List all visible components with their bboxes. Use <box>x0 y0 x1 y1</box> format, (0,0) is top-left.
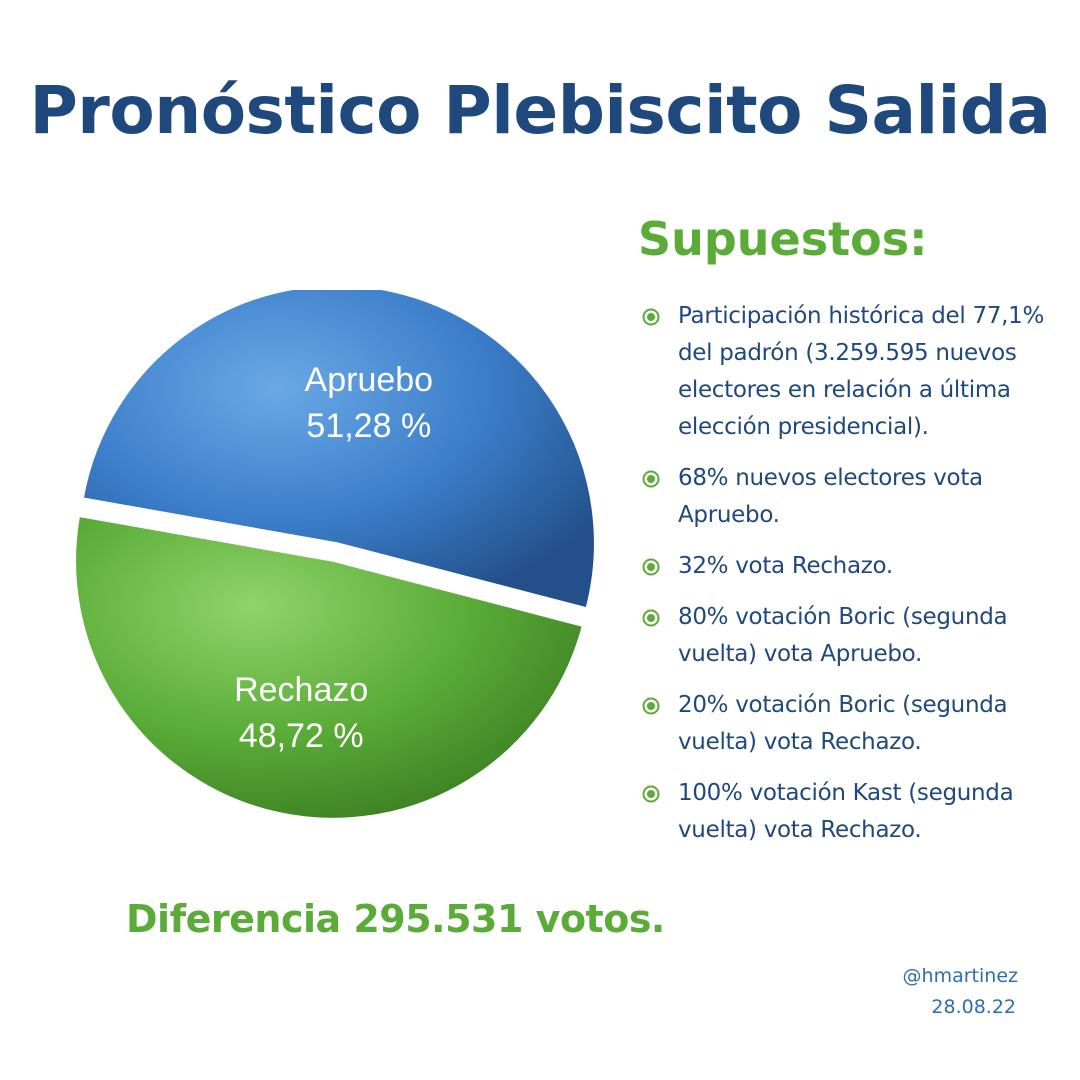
assumption-text: 80% votación Boric (segunda vuelta) vota… <box>678 604 1008 667</box>
slice-value-label: 51,28 % <box>306 407 431 445</box>
pie-slice-apruebo <box>81 290 596 610</box>
assumption-item: 100% votación Kast (segunda vuelta) vota… <box>640 775 1060 849</box>
bullet-icon <box>642 470 660 488</box>
page-title: Pronóstico Plebiscito Salida <box>29 72 1051 149</box>
assumption-text: 68% nuevos electores vota Apruebo. <box>678 465 983 528</box>
assumption-text: 20% votación Boric (segunda vuelta) vota… <box>678 692 1008 755</box>
pie-chart: Apruebo 51,28 % Rechazo 48,72 % <box>74 290 596 820</box>
assumption-item: 80% votación Boric (segunda vuelta) vota… <box>640 599 1060 673</box>
bullet-icon <box>642 558 660 576</box>
slice-value-label: 48,72 % <box>239 717 364 755</box>
bullet-icon <box>642 785 660 803</box>
assumptions-heading: Supuestos: <box>638 212 928 266</box>
slice-name-label: Rechazo <box>234 671 368 709</box>
bullet-icon <box>642 609 660 627</box>
assumption-text: Participación histórica del 77,1% del pa… <box>678 303 1045 440</box>
difference-text: Diferencia 295.531 votos. <box>126 897 665 941</box>
bullet-icon <box>642 697 660 715</box>
date-text: 28.08.22 <box>931 996 1016 1018</box>
assumptions-list: Participación histórica del 77,1% del pa… <box>640 298 1060 863</box>
bullet-icon <box>642 308 660 326</box>
assumption-item: 20% votación Boric (segunda vuelta) vota… <box>640 687 1060 761</box>
assumption-text: 100% votación Kast (segunda vuelta) vota… <box>678 780 1014 843</box>
assumption-text: 32% vota Rechazo. <box>678 553 893 579</box>
assumption-item: Participación histórica del 77,1% del pa… <box>640 298 1060 446</box>
pie-slice-rechazo <box>74 514 584 820</box>
slice-name-label: Apruebo <box>305 361 434 399</box>
assumption-item: 32% vota Rechazo. <box>640 548 1060 585</box>
assumption-item: 68% nuevos electores vota Apruebo. <box>640 460 1060 534</box>
author-handle: @hmartinez <box>902 965 1018 987</box>
